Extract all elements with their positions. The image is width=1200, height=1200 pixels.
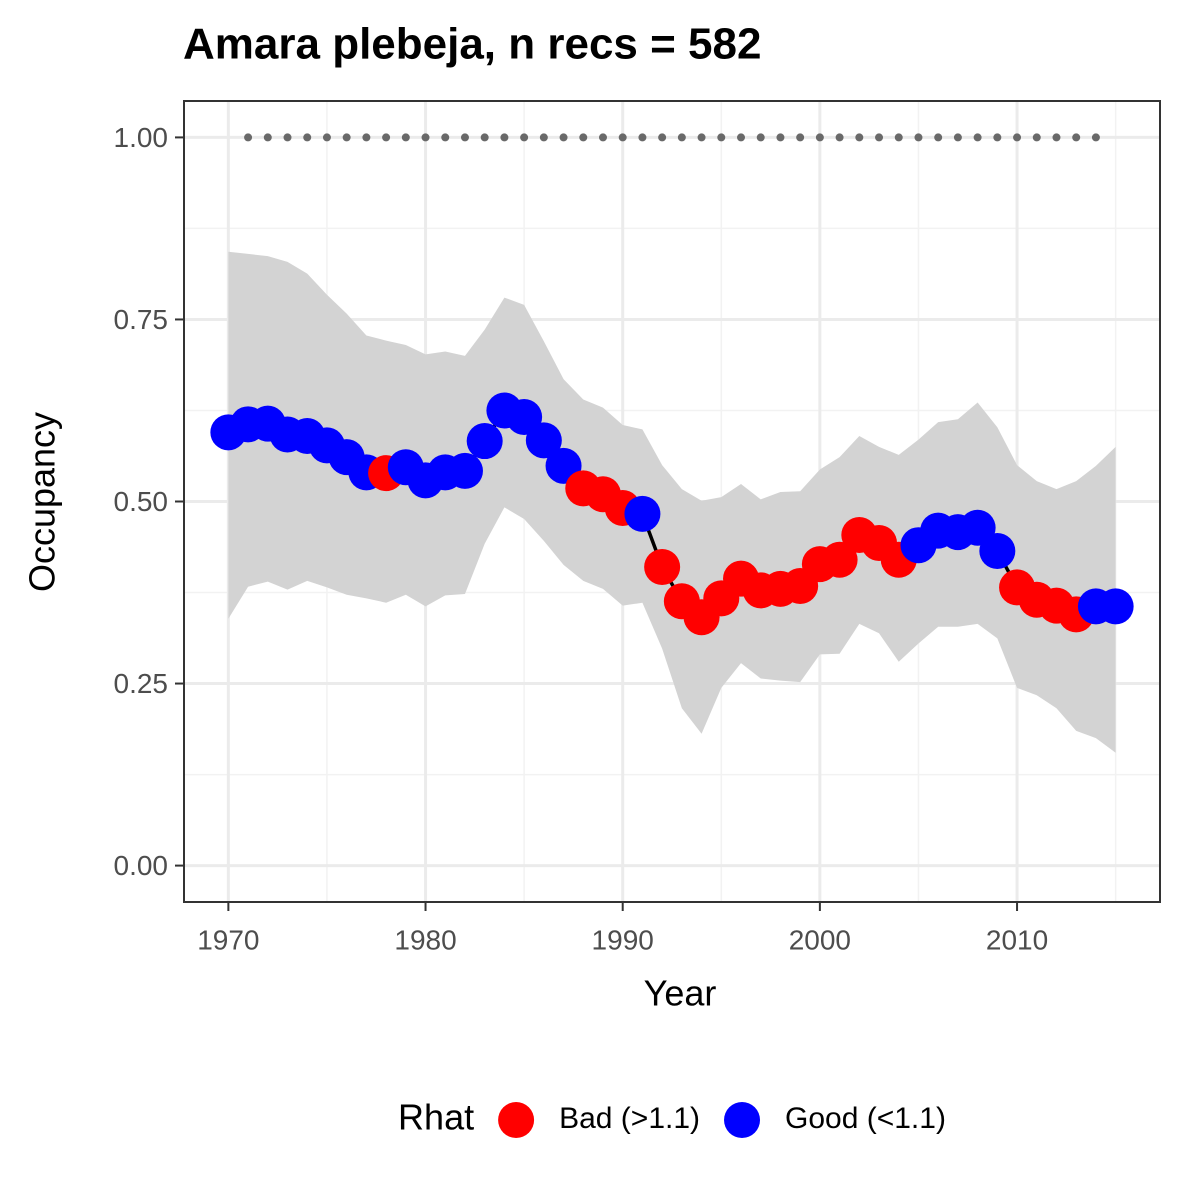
point (1097, 588, 1134, 625)
record-point (244, 133, 253, 142)
record-point (303, 133, 312, 142)
record-point (382, 133, 391, 142)
record-point (796, 133, 805, 142)
y-tick-label: 0.25 (114, 668, 169, 699)
legend-swatch (498, 1102, 535, 1138)
record-point (579, 133, 588, 142)
record-point (717, 133, 726, 142)
record-point (460, 133, 469, 142)
record-point (835, 133, 844, 142)
confidence-band (228, 251, 1116, 753)
record-point (500, 133, 509, 142)
record-point (1072, 133, 1081, 142)
record-point (953, 133, 962, 142)
record-point (855, 133, 864, 142)
x-tick-label: 1990 (592, 924, 654, 955)
legend: Rhat Bad (>1.1) Good (<1.1) (398, 1097, 946, 1138)
point (624, 495, 661, 532)
record-point (1052, 133, 1061, 142)
record-point (539, 133, 548, 142)
record-point (1032, 133, 1041, 142)
record-point (677, 133, 686, 142)
record-point (342, 133, 351, 142)
record-point (322, 133, 331, 142)
record-point (520, 133, 529, 142)
record-point (421, 133, 430, 142)
record-point (283, 133, 292, 142)
legend-title: Rhat (398, 1097, 474, 1138)
x-tick-label: 1980 (394, 924, 456, 955)
point (644, 549, 681, 586)
record-point (934, 133, 943, 142)
point (525, 422, 562, 459)
record-point (362, 133, 371, 142)
y-tick-label: 0.50 (114, 486, 169, 517)
record-point (618, 133, 627, 142)
record-point (658, 133, 667, 142)
x-axis-label: Year (644, 973, 717, 1014)
record-point (598, 133, 607, 142)
plot-border (183, 100, 1161, 903)
legend-swatch (724, 1102, 761, 1138)
record-point (559, 133, 568, 142)
point (979, 533, 1016, 570)
record-point (815, 133, 824, 142)
record-point (776, 133, 785, 142)
point (466, 423, 503, 460)
record-point (1091, 133, 1100, 142)
record-point (914, 133, 923, 142)
record-point (894, 133, 903, 142)
legend-label: Bad (>1.1) (559, 1102, 700, 1135)
y-axis-label: Occupancy (22, 412, 63, 592)
x-tick-label: 1970 (197, 924, 259, 955)
point (446, 452, 483, 489)
record-point (697, 133, 706, 142)
record-point (875, 133, 884, 142)
record-point (1013, 133, 1022, 142)
record-point (638, 133, 647, 142)
record-point (737, 133, 746, 142)
legend-label: Good (<1.1) (785, 1102, 946, 1135)
x-tick-label: 2010 (986, 924, 1048, 955)
record-point (263, 133, 272, 142)
record-point (973, 133, 982, 142)
y-tick-label: 0.00 (114, 850, 169, 881)
point (821, 541, 858, 578)
x-tick-label: 2000 (789, 924, 851, 955)
record-point (441, 133, 450, 142)
y-tick-label: 1.00 (114, 122, 169, 153)
record-point (756, 133, 765, 142)
y-tick-label: 0.75 (114, 304, 169, 335)
chart-title: Amara plebeja, n recs = 582 (183, 20, 761, 69)
record-point (401, 133, 410, 142)
record-point (480, 133, 489, 142)
record-point (993, 133, 1002, 142)
